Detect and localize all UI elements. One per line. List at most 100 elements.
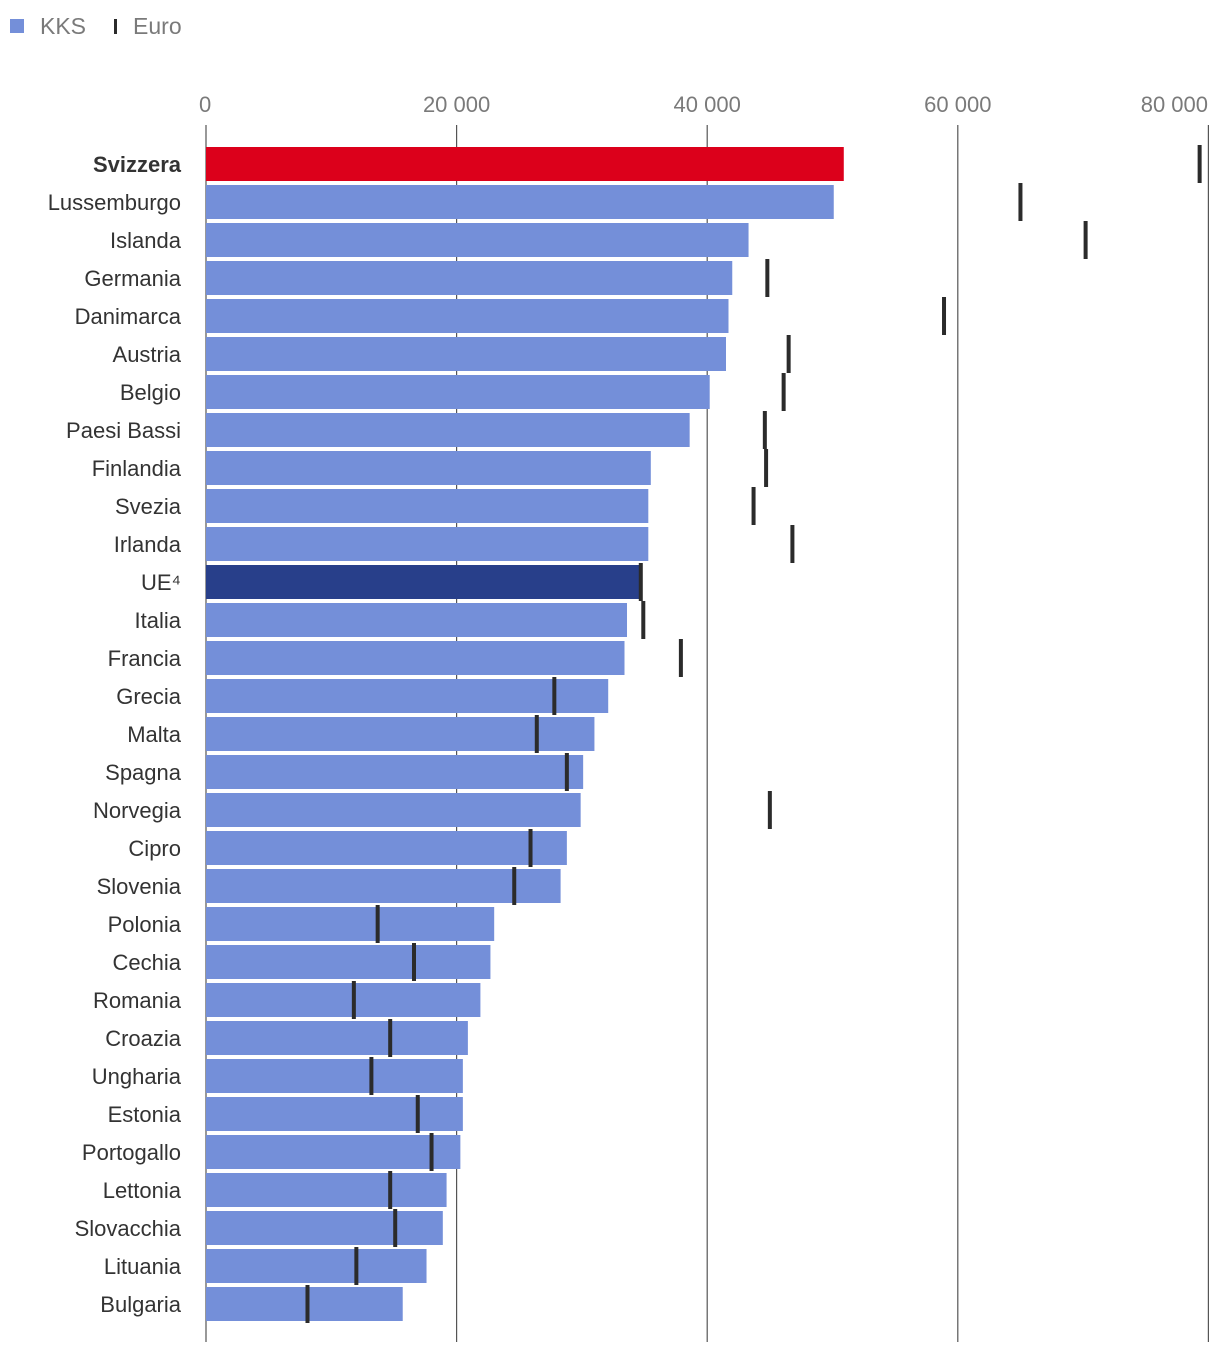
category-label: Svezia bbox=[115, 494, 182, 519]
category-label: Slovacchia bbox=[75, 1216, 182, 1241]
marker-euro bbox=[388, 1019, 393, 1057]
marker-euro bbox=[354, 1247, 359, 1285]
category-label: UE⁴ bbox=[141, 570, 181, 595]
category-label: Bulgaria bbox=[100, 1292, 181, 1317]
category-label: Italia bbox=[135, 608, 182, 633]
x-tick-label: 40 000 bbox=[674, 92, 741, 117]
marker-euro bbox=[762, 411, 767, 449]
legend-label-kks: KKS bbox=[40, 12, 87, 39]
category-label: Estonia bbox=[108, 1102, 182, 1127]
bar-kks bbox=[206, 755, 584, 789]
bar-kks bbox=[206, 1211, 443, 1245]
category-label: Polonia bbox=[108, 912, 182, 937]
marker-euro bbox=[512, 867, 517, 905]
bar-kks bbox=[206, 679, 609, 713]
marker-euro bbox=[1197, 145, 1202, 183]
category-label: Malta bbox=[127, 722, 182, 747]
bar-kks bbox=[206, 793, 581, 827]
marker-euro bbox=[678, 639, 683, 677]
x-tick-label: 20 000 bbox=[423, 92, 490, 117]
category-label: Ungharia bbox=[92, 1064, 182, 1089]
category-label: Grecia bbox=[116, 684, 182, 709]
x-tick-label: 0 bbox=[199, 92, 211, 117]
bar-kks bbox=[206, 1021, 468, 1055]
category-label: Danimarca bbox=[75, 304, 182, 329]
marker-euro bbox=[369, 1057, 374, 1095]
bar-kks bbox=[206, 603, 628, 637]
category-label: Croazia bbox=[105, 1026, 182, 1051]
category-label: Irlanda bbox=[114, 532, 182, 557]
legend-label-euro: Euro bbox=[133, 12, 182, 39]
bar-kks bbox=[206, 527, 649, 561]
bar-kks bbox=[206, 223, 749, 257]
bar-kks bbox=[206, 299, 729, 333]
legend-item-euro: Euro bbox=[114, 13, 182, 40]
bar-kks bbox=[206, 1173, 447, 1207]
category-label: Lussemburgo bbox=[48, 190, 181, 215]
bar-kks bbox=[206, 641, 625, 675]
bar-kks bbox=[206, 261, 733, 295]
marker-euro bbox=[790, 525, 795, 563]
bar-kks bbox=[206, 375, 710, 409]
marker-euro bbox=[415, 1095, 420, 1133]
marker-euro bbox=[751, 487, 756, 525]
marker-euro bbox=[305, 1285, 310, 1323]
bar-kks bbox=[206, 451, 651, 485]
category-label: Francia bbox=[108, 646, 182, 671]
marker-euro bbox=[764, 449, 769, 487]
category-label: Slovenia bbox=[97, 874, 182, 899]
bar-kks bbox=[206, 565, 641, 599]
bar-kks bbox=[206, 717, 595, 751]
category-label: Lettonia bbox=[103, 1178, 182, 1203]
bar-kks bbox=[206, 831, 567, 865]
legend-swatch-kks bbox=[10, 19, 24, 33]
marker-euro bbox=[534, 715, 539, 753]
bar-kks bbox=[206, 185, 834, 219]
marker-euro bbox=[1083, 221, 1088, 259]
bar-kks bbox=[206, 945, 491, 979]
category-label: Cipro bbox=[128, 836, 181, 861]
category-label: Lituania bbox=[104, 1254, 182, 1279]
marker-euro bbox=[942, 297, 947, 335]
category-label: Norvegia bbox=[93, 798, 182, 823]
bar-kks bbox=[206, 1249, 427, 1283]
bar-kks bbox=[206, 337, 726, 371]
bar-kks bbox=[206, 983, 481, 1017]
category-label: Germania bbox=[84, 266, 181, 291]
category-label: Cechia bbox=[113, 950, 182, 975]
bar-kks bbox=[206, 907, 495, 941]
marker-euro bbox=[641, 601, 646, 639]
category-label: Spagna bbox=[105, 760, 182, 785]
bar-kks bbox=[206, 489, 649, 523]
marker-euro bbox=[375, 905, 380, 943]
category-label: Austria bbox=[113, 342, 182, 367]
marker-euro bbox=[393, 1209, 398, 1247]
category-label: Islanda bbox=[110, 228, 182, 253]
bar-kks bbox=[206, 1097, 463, 1131]
x-tick-label: 60 000 bbox=[924, 92, 991, 117]
marker-euro bbox=[767, 791, 772, 829]
marker-euro bbox=[1018, 183, 1023, 221]
category-label: Paesi Bassi bbox=[66, 418, 181, 443]
bar-kks bbox=[206, 1287, 403, 1321]
legend-item-kks: KKS bbox=[10, 13, 86, 40]
marker-euro bbox=[429, 1133, 434, 1171]
category-label: Svizzera bbox=[93, 152, 182, 177]
bar-kks bbox=[206, 869, 561, 903]
legend-swatch-euro bbox=[114, 18, 118, 34]
category-label: Portogallo bbox=[82, 1140, 181, 1165]
bar-kks bbox=[206, 413, 690, 447]
category-label: Finlandia bbox=[92, 456, 182, 481]
marker-euro bbox=[786, 335, 791, 373]
marker-euro bbox=[411, 943, 416, 981]
x-tick-label: 80 000 bbox=[1141, 92, 1208, 117]
marker-euro bbox=[765, 259, 770, 297]
category-label: Belgio bbox=[120, 380, 181, 405]
marker-euro bbox=[638, 563, 643, 601]
bar-kks bbox=[206, 1059, 463, 1093]
marker-euro bbox=[351, 981, 356, 1019]
bar-kks bbox=[206, 1135, 461, 1169]
marker-euro bbox=[552, 677, 557, 715]
marker-euro bbox=[564, 753, 569, 791]
